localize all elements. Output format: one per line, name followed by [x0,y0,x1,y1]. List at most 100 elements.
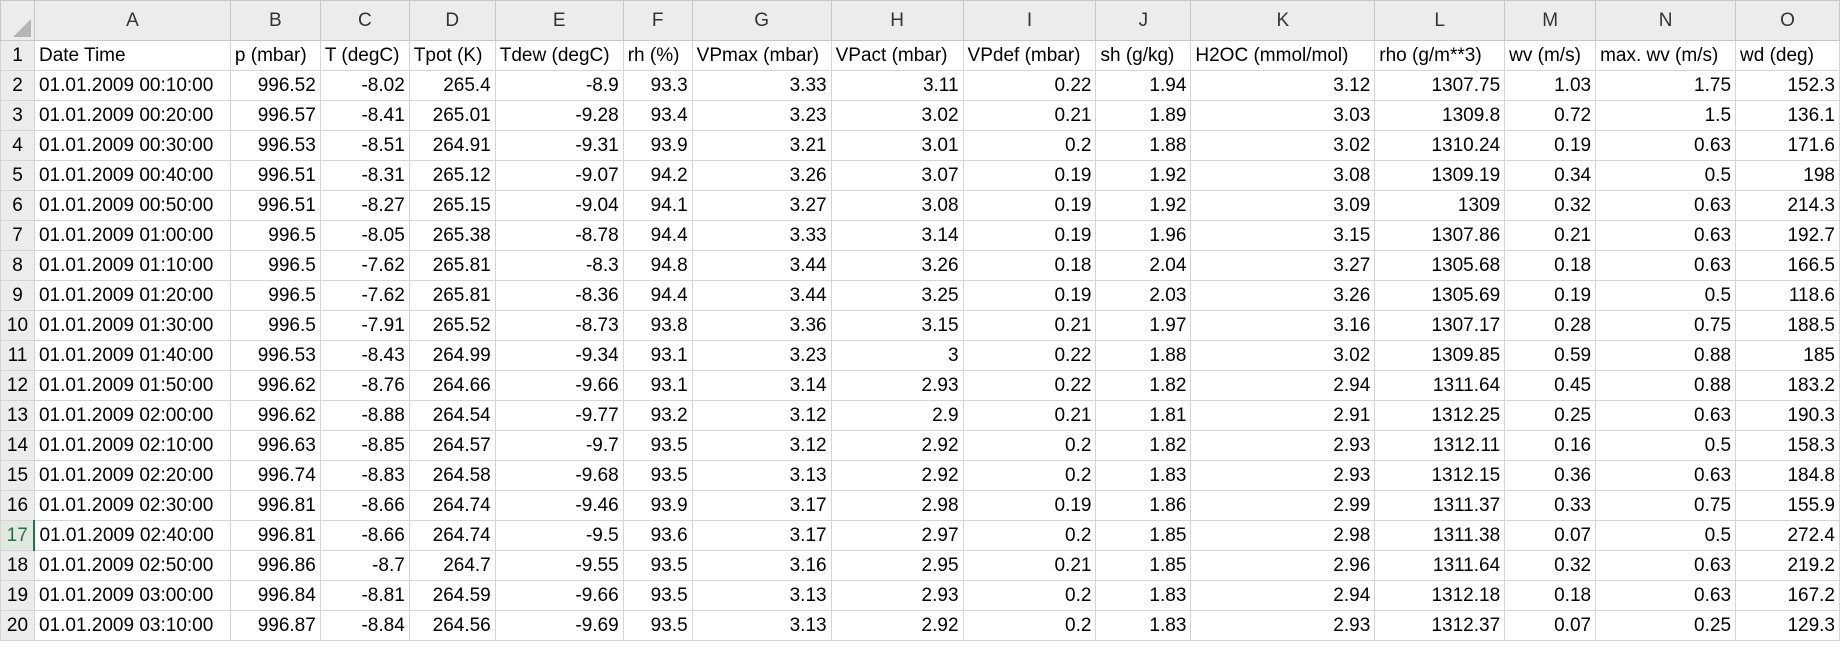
cell-D19[interactable]: 264.59 [408,580,496,611]
cell-D4[interactable]: 264.91 [408,130,496,161]
cell-O20[interactable]: 129.3 [1735,610,1840,641]
cell-A4[interactable]: 01.01.2009 00:30:00 [33,130,231,161]
cell-H18[interactable]: 2.95 [830,550,964,581]
cell-N1[interactable]: max. wv (m/s) [1595,40,1737,71]
cell-O1[interactable]: wd (deg) [1735,40,1840,71]
cell-N14[interactable]: 0.5 [1595,430,1737,461]
row-header-3[interactable]: 3 [0,100,35,131]
cell-C9[interactable]: -7.62 [319,280,410,311]
cell-I7[interactable]: 0.19 [962,220,1097,251]
cell-N17[interactable]: 0.5 [1595,520,1737,551]
row-header-16[interactable]: 16 [0,490,35,521]
cell-K14[interactable]: 2.93 [1190,430,1376,461]
row-header-11[interactable]: 11 [0,340,35,371]
cell-H9[interactable]: 3.25 [830,280,964,311]
cell-K2[interactable]: 3.12 [1190,70,1376,101]
cell-M17[interactable]: 0.07 [1504,520,1597,551]
cell-M7[interactable]: 0.21 [1504,220,1597,251]
cell-C12[interactable]: -8.76 [319,370,410,401]
cell-N4[interactable]: 0.63 [1595,130,1737,161]
cell-D1[interactable]: Tpot (K) [408,40,496,71]
cell-C17[interactable]: -8.66 [319,520,410,551]
cell-O2[interactable]: 152.3 [1735,70,1840,101]
cell-B4[interactable]: 996.53 [229,130,321,161]
cell-A11[interactable]: 01.01.2009 01:40:00 [33,340,231,371]
cell-B17[interactable]: 996.81 [229,520,321,551]
cell-C6[interactable]: -8.27 [319,190,410,221]
cell-O8[interactable]: 166.5 [1735,250,1840,281]
row-header-13[interactable]: 13 [0,400,35,431]
cell-N10[interactable]: 0.75 [1595,310,1737,341]
cell-E17[interactable]: -9.5 [494,520,624,551]
cell-F20[interactable]: 93.5 [622,610,693,641]
column-header-H[interactable]: H [830,0,964,41]
cell-L14[interactable]: 1312.11 [1374,430,1506,461]
cell-I20[interactable]: 0.2 [962,610,1097,641]
cell-K12[interactable]: 2.94 [1190,370,1376,401]
cell-L4[interactable]: 1310.24 [1374,130,1506,161]
cell-N13[interactable]: 0.63 [1595,400,1737,431]
cell-D20[interactable]: 264.56 [408,610,496,641]
cell-C5[interactable]: -8.31 [319,160,410,191]
cell-A10[interactable]: 01.01.2009 01:30:00 [33,310,231,341]
cell-N16[interactable]: 0.75 [1595,490,1737,521]
cell-B7[interactable]: 996.5 [229,220,321,251]
cell-H10[interactable]: 3.15 [830,310,964,341]
cell-B8[interactable]: 996.5 [229,250,321,281]
cell-E8[interactable]: -8.3 [494,250,624,281]
cell-M8[interactable]: 0.18 [1504,250,1597,281]
cell-F9[interactable]: 94.4 [622,280,693,311]
cell-E12[interactable]: -9.66 [494,370,624,401]
cell-C11[interactable]: -8.43 [319,340,410,371]
cell-D17[interactable]: 264.74 [408,520,496,551]
cell-B19[interactable]: 996.84 [229,580,321,611]
cell-G2[interactable]: 3.33 [691,70,832,101]
cell-B9[interactable]: 996.5 [229,280,321,311]
cell-I17[interactable]: 0.2 [962,520,1097,551]
column-header-N[interactable]: N [1595,0,1737,41]
cell-M3[interactable]: 0.72 [1504,100,1597,131]
cell-M12[interactable]: 0.45 [1504,370,1597,401]
row-header-7[interactable]: 7 [0,220,35,251]
column-header-F[interactable]: F [622,0,693,41]
cell-C18[interactable]: -8.7 [319,550,410,581]
cell-O7[interactable]: 192.7 [1735,220,1840,251]
cell-G18[interactable]: 3.16 [691,550,832,581]
cell-E7[interactable]: -8.78 [494,220,624,251]
cell-L1[interactable]: rho (g/m**3) [1374,40,1506,71]
cell-E15[interactable]: -9.68 [494,460,624,491]
row-header-1[interactable]: 1 [0,40,35,71]
cell-L9[interactable]: 1305.69 [1374,280,1506,311]
cell-C13[interactable]: -8.88 [319,400,410,431]
cell-G19[interactable]: 3.13 [691,580,832,611]
cell-C2[interactable]: -8.02 [319,70,410,101]
cell-L3[interactable]: 1309.8 [1374,100,1506,131]
column-header-I[interactable]: I [962,0,1097,41]
cell-L6[interactable]: 1309 [1374,190,1506,221]
cell-M4[interactable]: 0.19 [1504,130,1597,161]
cell-F5[interactable]: 94.2 [622,160,693,191]
row-header-8[interactable]: 8 [0,250,35,281]
cell-F6[interactable]: 94.1 [622,190,693,221]
cell-I2[interactable]: 0.22 [962,70,1097,101]
row-header-2[interactable]: 2 [0,70,35,101]
cell-A16[interactable]: 01.01.2009 02:30:00 [33,490,231,521]
cell-A19[interactable]: 01.01.2009 03:00:00 [33,580,231,611]
cell-E19[interactable]: -9.66 [494,580,624,611]
cell-N6[interactable]: 0.63 [1595,190,1737,221]
cell-N20[interactable]: 0.25 [1595,610,1737,641]
cell-F1[interactable]: rh (%) [622,40,693,71]
row-header-15[interactable]: 15 [0,460,35,491]
cell-M18[interactable]: 0.32 [1504,550,1597,581]
cell-D6[interactable]: 265.15 [408,190,496,221]
cell-B12[interactable]: 996.62 [229,370,321,401]
cell-A17[interactable]: 01.01.2009 02:40:00 [33,520,231,551]
cell-F10[interactable]: 93.8 [622,310,693,341]
cell-B11[interactable]: 996.53 [229,340,321,371]
cell-I10[interactable]: 0.21 [962,310,1097,341]
cell-E2[interactable]: -8.9 [494,70,624,101]
cell-J16[interactable]: 1.86 [1095,490,1192,521]
cell-C19[interactable]: -8.81 [319,580,410,611]
cell-F18[interactable]: 93.5 [622,550,693,581]
